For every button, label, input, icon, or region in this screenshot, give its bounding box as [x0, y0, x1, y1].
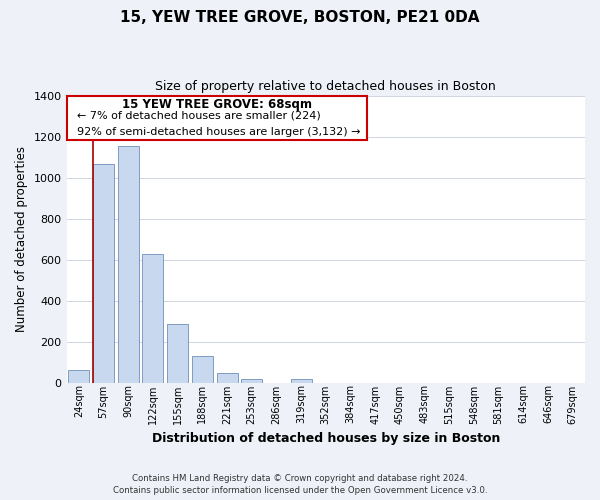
Text: 15, YEW TREE GROVE, BOSTON, PE21 0DA: 15, YEW TREE GROVE, BOSTON, PE21 0DA	[120, 10, 480, 25]
X-axis label: Distribution of detached houses by size in Boston: Distribution of detached houses by size …	[152, 432, 500, 445]
Bar	[68, 370, 89, 383]
Bar	[142, 254, 163, 383]
Title: Size of property relative to detached houses in Boston: Size of property relative to detached ho…	[155, 80, 496, 93]
Bar	[192, 356, 213, 383]
Text: Contains HM Land Registry data © Crown copyright and database right 2024.
Contai: Contains HM Land Registry data © Crown c…	[113, 474, 487, 495]
Text: ← 7% of detached houses are smaller (224): ← 7% of detached houses are smaller (224…	[77, 110, 320, 120]
FancyBboxPatch shape	[67, 96, 367, 140]
Bar	[93, 164, 114, 383]
Bar	[217, 372, 238, 383]
Bar	[167, 324, 188, 383]
Y-axis label: Number of detached properties: Number of detached properties	[15, 146, 28, 332]
Text: 15 YEW TREE GROVE: 68sqm: 15 YEW TREE GROVE: 68sqm	[122, 98, 312, 112]
Bar	[241, 379, 262, 383]
Bar	[118, 146, 139, 383]
Bar	[290, 379, 311, 383]
Text: 92% of semi-detached houses are larger (3,132) →: 92% of semi-detached houses are larger (…	[77, 127, 361, 137]
